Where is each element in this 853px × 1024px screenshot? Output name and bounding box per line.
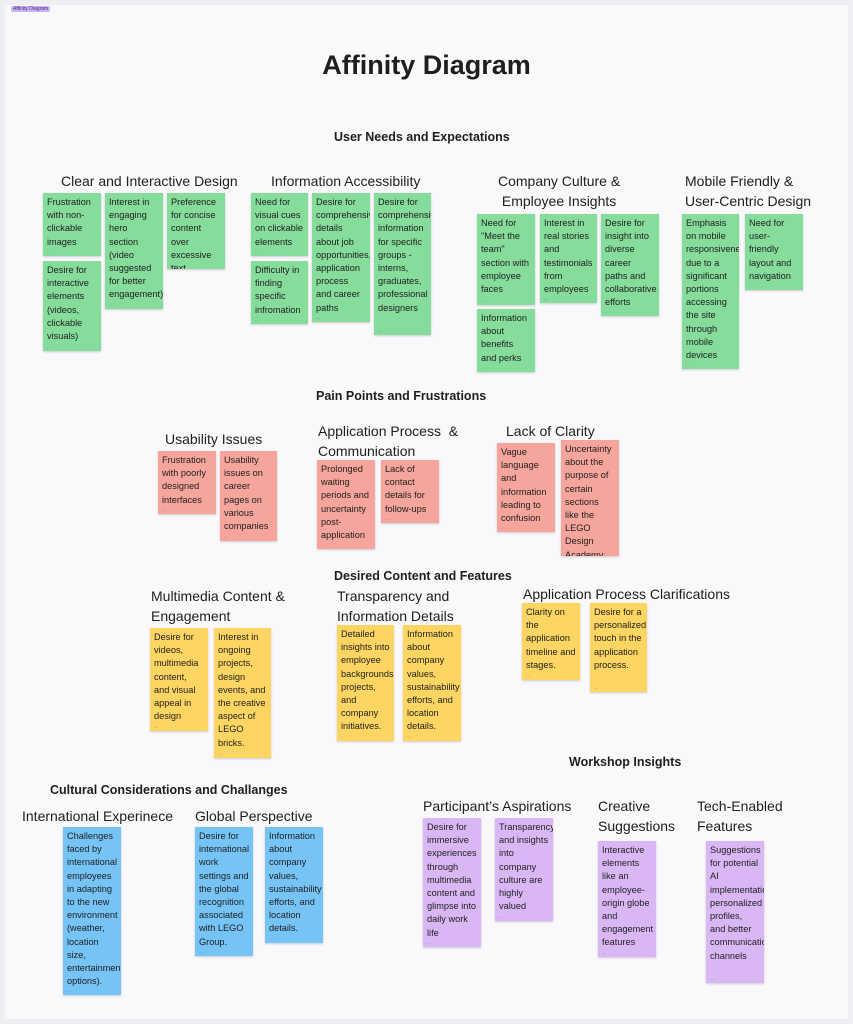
sticky-note[interactable]: Need for "Meet the team" section with em…: [477, 214, 535, 305]
cluster-clear-interactive-design: Clear and Interactive Design: [61, 173, 238, 189]
cluster-company-culture: Company Culture & Employee Insights: [498, 173, 621, 209]
cluster-international-experience: International Experinece: [22, 808, 173, 824]
sticky-note[interactable]: Transparency and insights into company c…: [495, 818, 553, 921]
cluster-application-process-communication: Application Process & Communication: [318, 423, 459, 459]
sticky-note[interactable]: Challenges faced by international employ…: [63, 827, 121, 995]
sticky-note[interactable]: Uncertainty about the purpose of certain…: [561, 440, 619, 556]
cluster-information-accessibility: Information Accessibility: [271, 173, 421, 189]
sticky-note[interactable]: Clarity on the application timeline and …: [522, 603, 580, 680]
sticky-note[interactable]: Information about company values, sustai…: [265, 827, 323, 943]
cluster-participants-aspirations: Participant’s Aspirations: [423, 798, 572, 814]
sticky-note[interactable]: Preference for concise content over exce…: [167, 193, 225, 269]
sticky-note[interactable]: Desire for immersive experiences through…: [423, 818, 481, 947]
cluster-lack-of-clarity: Lack of Clarity: [506, 423, 595, 439]
sticky-note[interactable]: Emphasis on mobile responsiveness due to…: [682, 214, 739, 369]
sticky-note[interactable]: Information about company values, sustai…: [403, 625, 461, 741]
section-workshop-insights: Workshop Insights: [569, 755, 682, 769]
cluster-global-perspective: Global Perspective: [195, 808, 313, 824]
sticky-note[interactable]: Desire for interactive elements (videos,…: [43, 261, 101, 351]
cluster-usability-issues: Usability Issues: [165, 431, 263, 447]
sticky-note[interactable]: Difficulty in finding specific infromati…: [251, 261, 308, 324]
sticky-note[interactable]: Detailed insights into employee backgrou…: [337, 625, 394, 741]
frame-label[interactable]: Affinity Diagram: [11, 6, 51, 12]
cluster-creative-suggestions: Creative Suggestions: [598, 798, 676, 834]
sticky-note[interactable]: Interest in real stories and testimonial…: [540, 214, 597, 303]
sticky-note[interactable]: Desire for videos, multimedia content, a…: [150, 628, 208, 731]
sticky-note[interactable]: Interest in engaging hero section (video…: [105, 193, 163, 309]
cluster-tech-enabled-features: Tech-Enabled Features: [697, 798, 783, 834]
sticky-note[interactable]: Desire for comprehensive information for…: [374, 193, 431, 335]
sticky-note[interactable]: Desire for international work settings a…: [195, 827, 253, 956]
sticky-note[interactable]: Need for visual cues on clickable elemen…: [251, 193, 308, 256]
section-user-needs: User Needs and Expectations: [334, 130, 510, 144]
section-desired-content: Desired Content and Features: [334, 569, 512, 583]
sticky-note[interactable]: Usability issues on career pages on vari…: [220, 451, 277, 541]
sticky-note[interactable]: Desire for comprehensive details about j…: [312, 193, 370, 322]
cluster-transparency-information: Transparency and Information Details: [337, 588, 454, 624]
diagram-title: Affinity Diagram: [322, 50, 531, 80]
section-cultural-considerations: Cultural Considerations and Challanges: [50, 783, 288, 797]
section-pain-points: Pain Points and Frustrations: [316, 389, 487, 403]
sticky-note[interactable]: Interest in ongoing projects, design eve…: [214, 628, 271, 758]
sticky-note[interactable]: Vague language and information leading t…: [497, 443, 555, 532]
sticky-note[interactable]: Lack of contact details for follow-ups: [381, 460, 439, 523]
sticky-note[interactable]: Frustration with poorly designed interfa…: [158, 451, 216, 514]
sticky-note[interactable]: Interactive elements like an employee-or…: [598, 841, 656, 957]
sticky-note[interactable]: Suggestions for potential AI implementat…: [706, 841, 764, 983]
cluster-application-clarifications: Application Process Clarifications: [523, 586, 730, 602]
sticky-note[interactable]: Prolonged waiting periods and uncertaint…: [317, 460, 375, 549]
cluster-multimedia-engagement: Multimedia Content & Engagement: [151, 588, 285, 624]
sticky-note[interactable]: Frustration with non-clickable images: [43, 193, 101, 256]
cluster-mobile-friendly: Mobile Friendly & User-Centric Design: [685, 173, 812, 209]
sticky-note[interactable]: Information about benefits and perks: [477, 309, 535, 372]
sticky-note[interactable]: Desire for insight into diverse career p…: [601, 214, 659, 316]
sticky-note[interactable]: Desire for a personalized touch in the a…: [590, 603, 647, 692]
sticky-note[interactable]: Need for user-friendly layout and naviga…: [745, 214, 803, 290]
